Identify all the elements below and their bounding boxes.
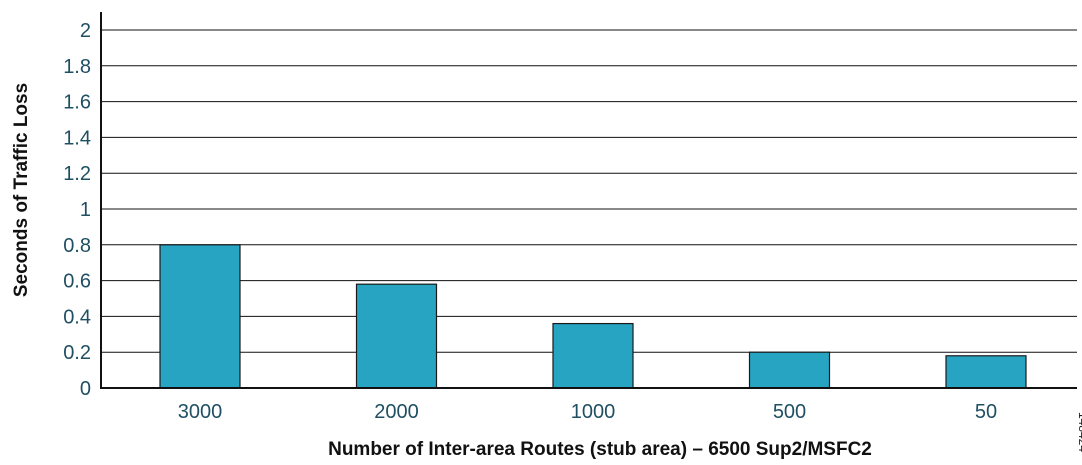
figure-id-label: 148424 (1076, 412, 1082, 452)
y-tick-label: 2 (80, 20, 91, 42)
y-tick-label: 0.4 (63, 306, 91, 328)
y-tick-label: 0 (80, 378, 91, 400)
y-tick-label: 0.2 (63, 342, 91, 364)
x-tick-label: 50 (975, 401, 997, 423)
x-tick-label: 2000 (374, 401, 419, 423)
bar-1000 (552, 322, 634, 389)
bar-3000 (159, 244, 241, 389)
x-tick-label: 3000 (178, 401, 223, 423)
x-tick-label: 500 (773, 401, 806, 423)
axes (100, 12, 1077, 389)
y-tick-label: 0.6 (63, 271, 91, 293)
x-axis-title: Number of Inter-area Routes (stub area) … (328, 439, 872, 460)
y-tick-label: 1 (80, 199, 91, 221)
y-tick-label: 1.8 (63, 56, 91, 78)
bar-50 (945, 355, 1027, 389)
y-axis-title: Seconds of Traffic Loss (11, 83, 32, 297)
bar-500 (748, 351, 831, 389)
x-tick-labels: 3000 2000 1000 500 50 (178, 401, 997, 423)
y-tick-label: 1.2 (63, 163, 91, 185)
y-tick-label: 0.8 (63, 235, 91, 257)
x-tick-label: 1000 (571, 401, 616, 423)
gridlines (101, 29, 1077, 353)
y-tick-label: 1.4 (63, 127, 91, 149)
bar-2000 (355, 283, 438, 389)
y-tick-label: 1.6 (63, 92, 91, 114)
y-tick-labels: 0 0.2 0.4 0.6 0.8 1 1.2 1.4 1.6 1.8 2 (63, 20, 91, 400)
